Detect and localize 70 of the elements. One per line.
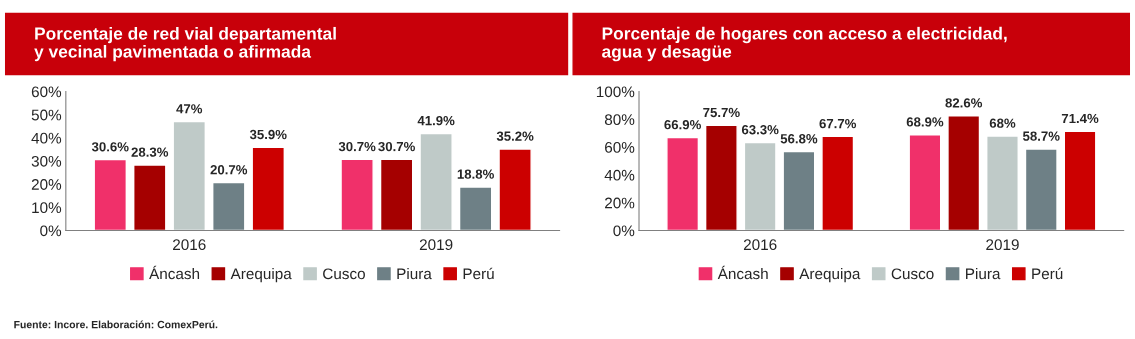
data-label: 18.8% [457,169,494,179]
bar [340,158,374,231]
y-tick-label: 60% [605,141,635,153]
bar [93,158,128,231]
legend-label: Piura [397,267,432,280]
y-tick-label: 0% [40,225,62,237]
data-label: 47% [176,104,203,114]
y-tick-label: 20% [31,179,62,190]
bar [498,148,532,231]
legend-label: Arequipa [230,267,292,283]
bar [172,120,207,231]
bar [782,150,816,231]
x-tick-label: 2019 [986,239,1019,251]
data-label: 28.3% [131,147,169,157]
bar [666,136,700,231]
legend-label: Arequipa [799,267,861,283]
data-label: 35.9% [249,129,287,140]
data-label: 67.7% [819,118,857,129]
data-label: 63.3% [741,125,779,135]
y-tick-label: 100% [596,86,635,98]
bar [379,158,414,231]
x-tick-label: 2016 [173,239,206,251]
bar [458,186,493,231]
legend-label: Perú [463,267,494,280]
y-tick-label: 20% [605,197,635,209]
legend-label: Áncash [717,265,768,280]
data-label: 20.7% [210,165,248,175]
y-tick-label: 10% [32,202,62,214]
data-label: 75.7% [703,107,740,118]
y-tick-label: 30% [31,155,62,167]
data-label: 30.7% [378,141,415,152]
data-label: 82.6% [945,98,983,108]
y-tick-label: 40% [31,132,62,144]
data-label: 71.4% [1061,113,1099,124]
y-tick-label: 40% [604,169,635,181]
y-tick-label: 80% [604,114,635,126]
data-label: 41.9% [417,115,455,126]
bar [133,164,167,231]
bar [947,115,981,231]
bar [986,135,1019,231]
y-tick-label: 60% [31,86,62,98]
legend-label: Cusco [323,268,365,280]
bar [1024,148,1058,231]
data-label: 35.2% [496,131,534,141]
legend-label: Áncash [149,265,200,280]
bar [908,134,942,231]
x-tick-label: 2016 [743,239,777,251]
bar [704,124,738,231]
legend-label: Perú [1032,267,1063,280]
bar [821,135,855,231]
bar [419,132,453,231]
source-note: Fuente: Incore. Elaboración: ComexPerú. [14,320,218,329]
y-tick-label: 50% [31,109,62,121]
bar [1063,130,1097,231]
data-label: 66.9% [664,120,701,130]
x-tick-label: 2019 [419,239,453,251]
data-label: 68.9% [906,117,944,127]
y-tick-label: 0% [613,225,635,237]
data-label: 56.8% [780,134,818,144]
legend-label: Cusco [891,268,934,280]
legend-label: Piura [966,267,1001,280]
data-label: 30.6% [91,142,129,152]
bar [743,141,777,231]
chart-title: Porcentaje de hogares con acceso a electricidad, agua y desagüe [602,26,1007,62]
data-label: 58.7% [1022,131,1060,141]
chart-title: Porcentaje de red vial departamental y vecinal pavimentada o afirmada [34,26,336,62]
data-label: 68% [989,118,1016,128]
bar [251,146,285,231]
data-label: 30.7% [338,141,376,152]
bar [212,181,246,231]
